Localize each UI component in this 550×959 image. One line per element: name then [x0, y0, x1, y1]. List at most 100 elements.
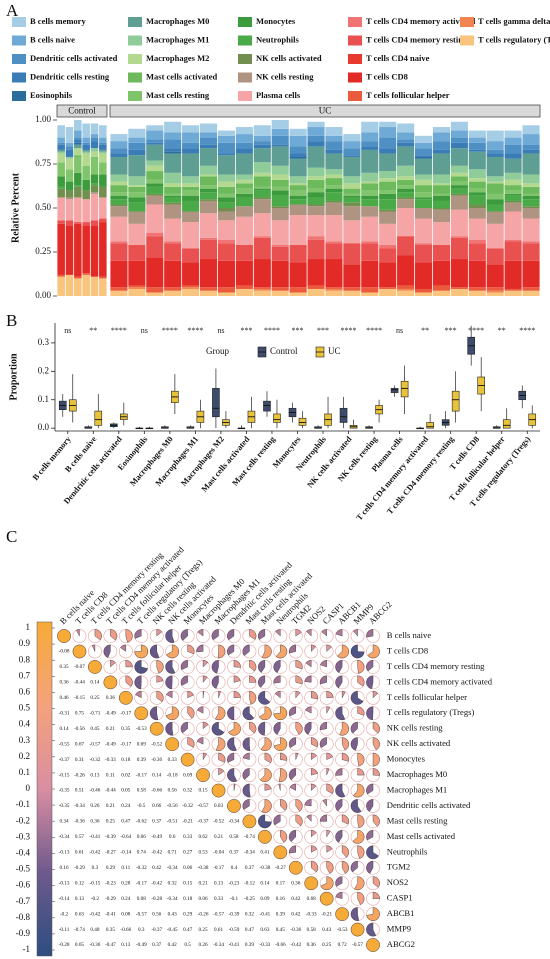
- corr-value: -0.34: [74, 803, 85, 809]
- pie: [249, 660, 257, 672]
- bar-segment: [110, 204, 128, 207]
- bar-segment: [522, 287, 540, 291]
- corr-value: -0.44: [74, 680, 85, 686]
- pie: [180, 629, 188, 641]
- pie: [242, 752, 250, 760]
- pie: [211, 721, 225, 736]
- bar-segment: [414, 155, 433, 157]
- bar-segment: [343, 195, 361, 198]
- corr-value: 0.42: [168, 942, 177, 948]
- pie: [165, 737, 179, 751]
- corr-value: 0.39: [137, 757, 146, 763]
- y-tick-label: 0.50: [35, 202, 51, 212]
- corr-value: -0.42: [151, 850, 162, 856]
- y-tick-label: 0.2: [38, 365, 49, 375]
- bar-segment: [414, 199, 433, 208]
- corr-value: -0.14: [59, 896, 70, 902]
- corr-value: -0.56: [74, 726, 85, 732]
- corr-value: 0.39: [245, 942, 254, 948]
- bar-segment: [504, 144, 522, 154]
- bar-segment: [253, 236, 271, 238]
- bar-segment: [99, 142, 107, 145]
- pie: [326, 644, 332, 652]
- bar-segment: [289, 204, 307, 216]
- bar-segment: [397, 123, 415, 133]
- bar-segment: [57, 125, 65, 138]
- bar-segment: [199, 176, 218, 186]
- corr-value: 0.58: [137, 788, 146, 794]
- bar-segment: [99, 218, 107, 223]
- pie: [367, 644, 380, 659]
- bar-segment: [397, 208, 415, 237]
- bar-segment: [146, 204, 164, 233]
- bar-segment: [199, 259, 218, 288]
- corr-value: 0.74: [137, 850, 146, 856]
- bar-segment: [361, 121, 379, 133]
- bar-segment: [468, 243, 486, 261]
- pie: [273, 737, 288, 751]
- legend-label: T cells CD4 naive: [366, 53, 430, 63]
- corr-value: 0.29: [183, 911, 192, 917]
- corr-value: -0.57: [352, 942, 363, 948]
- corr-value: -0.41: [259, 911, 270, 917]
- bar-segment: [450, 209, 468, 237]
- pie: [366, 706, 374, 721]
- corr-value: 0.57: [75, 834, 84, 840]
- corr-value: 0.29: [106, 865, 115, 871]
- bar-segment: [379, 190, 397, 194]
- bar-segment: [235, 148, 253, 154]
- pie: [366, 830, 374, 841]
- bar-segment: [397, 179, 415, 186]
- bar-segment: [325, 174, 343, 179]
- corr-value: 0.28: [121, 880, 130, 886]
- bar-segment: [217, 155, 236, 175]
- colorbar-tick-label: -0.6: [16, 880, 31, 890]
- colorbar-tick-label: 0.3: [19, 735, 31, 745]
- bar-segment: [65, 181, 74, 191]
- corr-value: -0.33: [259, 942, 270, 948]
- row-label: Dendritic cells activated: [387, 800, 471, 810]
- bar-segment: [199, 144, 218, 149]
- corr-value: -0.17: [120, 710, 131, 716]
- bar-segment: [82, 142, 90, 145]
- bar-segment: [343, 206, 361, 221]
- bar-segment: [504, 200, 522, 203]
- pie: [306, 629, 312, 637]
- bar-segment: [504, 130, 522, 138]
- bar-segment: [361, 195, 379, 200]
- bar-segment: [289, 292, 307, 296]
- bar-segment: [522, 144, 540, 150]
- bar-segment: [450, 121, 468, 131]
- bar-segment: [397, 197, 415, 200]
- bar-segment: [110, 134, 128, 142]
- pie: [242, 706, 255, 721]
- bar-segment: [110, 148, 128, 154]
- bar-segment: [235, 288, 253, 296]
- bar-segment: [307, 236, 325, 240]
- corr-value: -0.34: [213, 942, 224, 948]
- bar-segment: [90, 151, 99, 157]
- pie: [196, 768, 210, 782]
- pie: [352, 830, 365, 844]
- bar-segment: [325, 127, 343, 136]
- bar-segment: [307, 121, 325, 128]
- corr-value: 0.33: [183, 834, 192, 840]
- bar-segment: [432, 195, 451, 201]
- bar-segment: [182, 211, 200, 223]
- pie: [218, 752, 226, 763]
- corr-value: 0.47: [121, 819, 130, 825]
- bar-segment: [253, 290, 271, 296]
- corr-value: 0.08: [121, 911, 130, 917]
- bar-segment: [414, 244, 433, 263]
- pie: [341, 691, 346, 698]
- pie: [350, 737, 358, 751]
- bar-segment: [74, 120, 82, 131]
- bar-segment: [414, 208, 433, 219]
- box: [94, 410, 103, 426]
- bar-segment: [164, 287, 182, 291]
- row-label: ABCG2: [387, 939, 415, 949]
- corr-value: -0.23: [229, 880, 240, 886]
- pie: [335, 660, 343, 673]
- bar-segment: [110, 241, 128, 244]
- bar-segment: [271, 260, 289, 288]
